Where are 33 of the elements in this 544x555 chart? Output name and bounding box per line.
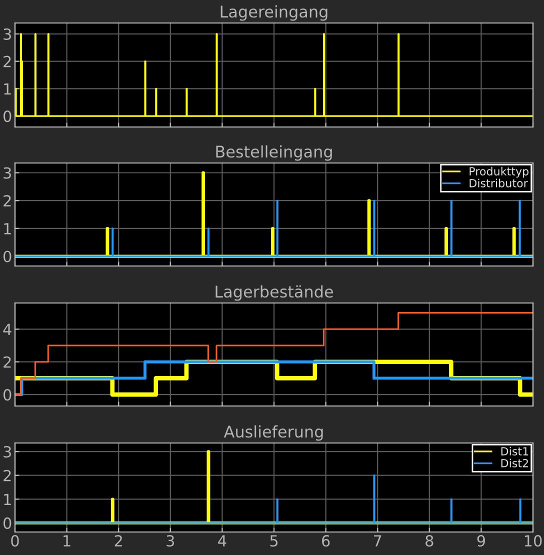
x-tick-label: 3 <box>166 535 174 547</box>
x-tick-label: 10 <box>524 535 542 547</box>
y-tick-label: 1 <box>4 494 11 505</box>
y-tick-label: 4 <box>3 324 12 335</box>
y-tick-label: 2 <box>4 195 11 206</box>
y-tick-label: 3 <box>4 446 11 458</box>
x-tick-label: 5 <box>270 535 278 547</box>
y-tick-label: 0 <box>4 110 12 122</box>
y-tick-label: 1 <box>4 223 11 234</box>
y-tick-label: 2 <box>4 356 11 368</box>
x-tick-label: 2 <box>114 535 122 546</box>
chart-title: Bestelleingang <box>216 145 332 161</box>
y-tick-label: 2 <box>4 470 11 482</box>
x-tick-label: 1 <box>64 535 70 546</box>
chart-title: Lagerbestände <box>216 285 333 301</box>
y-tick-label: 1 <box>4 83 11 94</box>
x-tick-label: 7 <box>374 535 382 546</box>
y-tick-label: 0 <box>4 389 12 401</box>
x-tick-label: 4 <box>218 535 226 546</box>
y-tick-label: 2 <box>4 56 11 68</box>
chart-title: Auslieferung <box>224 425 323 441</box>
legend-label: Dist2 <box>501 458 528 468</box>
y-tick-label: 0 <box>4 250 12 262</box>
chart-title: Lagereingang <box>220 5 328 21</box>
x-tick-label: 6 <box>322 535 330 547</box>
y-tick-label: 0 <box>4 517 12 529</box>
legend-label: Dist1 <box>501 446 528 456</box>
y-tick-label: 3 <box>4 28 11 40</box>
legend-label: Produkttyp <box>470 166 529 178</box>
legend-label: Distributor <box>470 178 528 188</box>
y-tick-label: 3 <box>4 167 11 179</box>
x-tick-label: 9 <box>477 535 485 547</box>
x-tick-label: 8 <box>426 535 434 547</box>
